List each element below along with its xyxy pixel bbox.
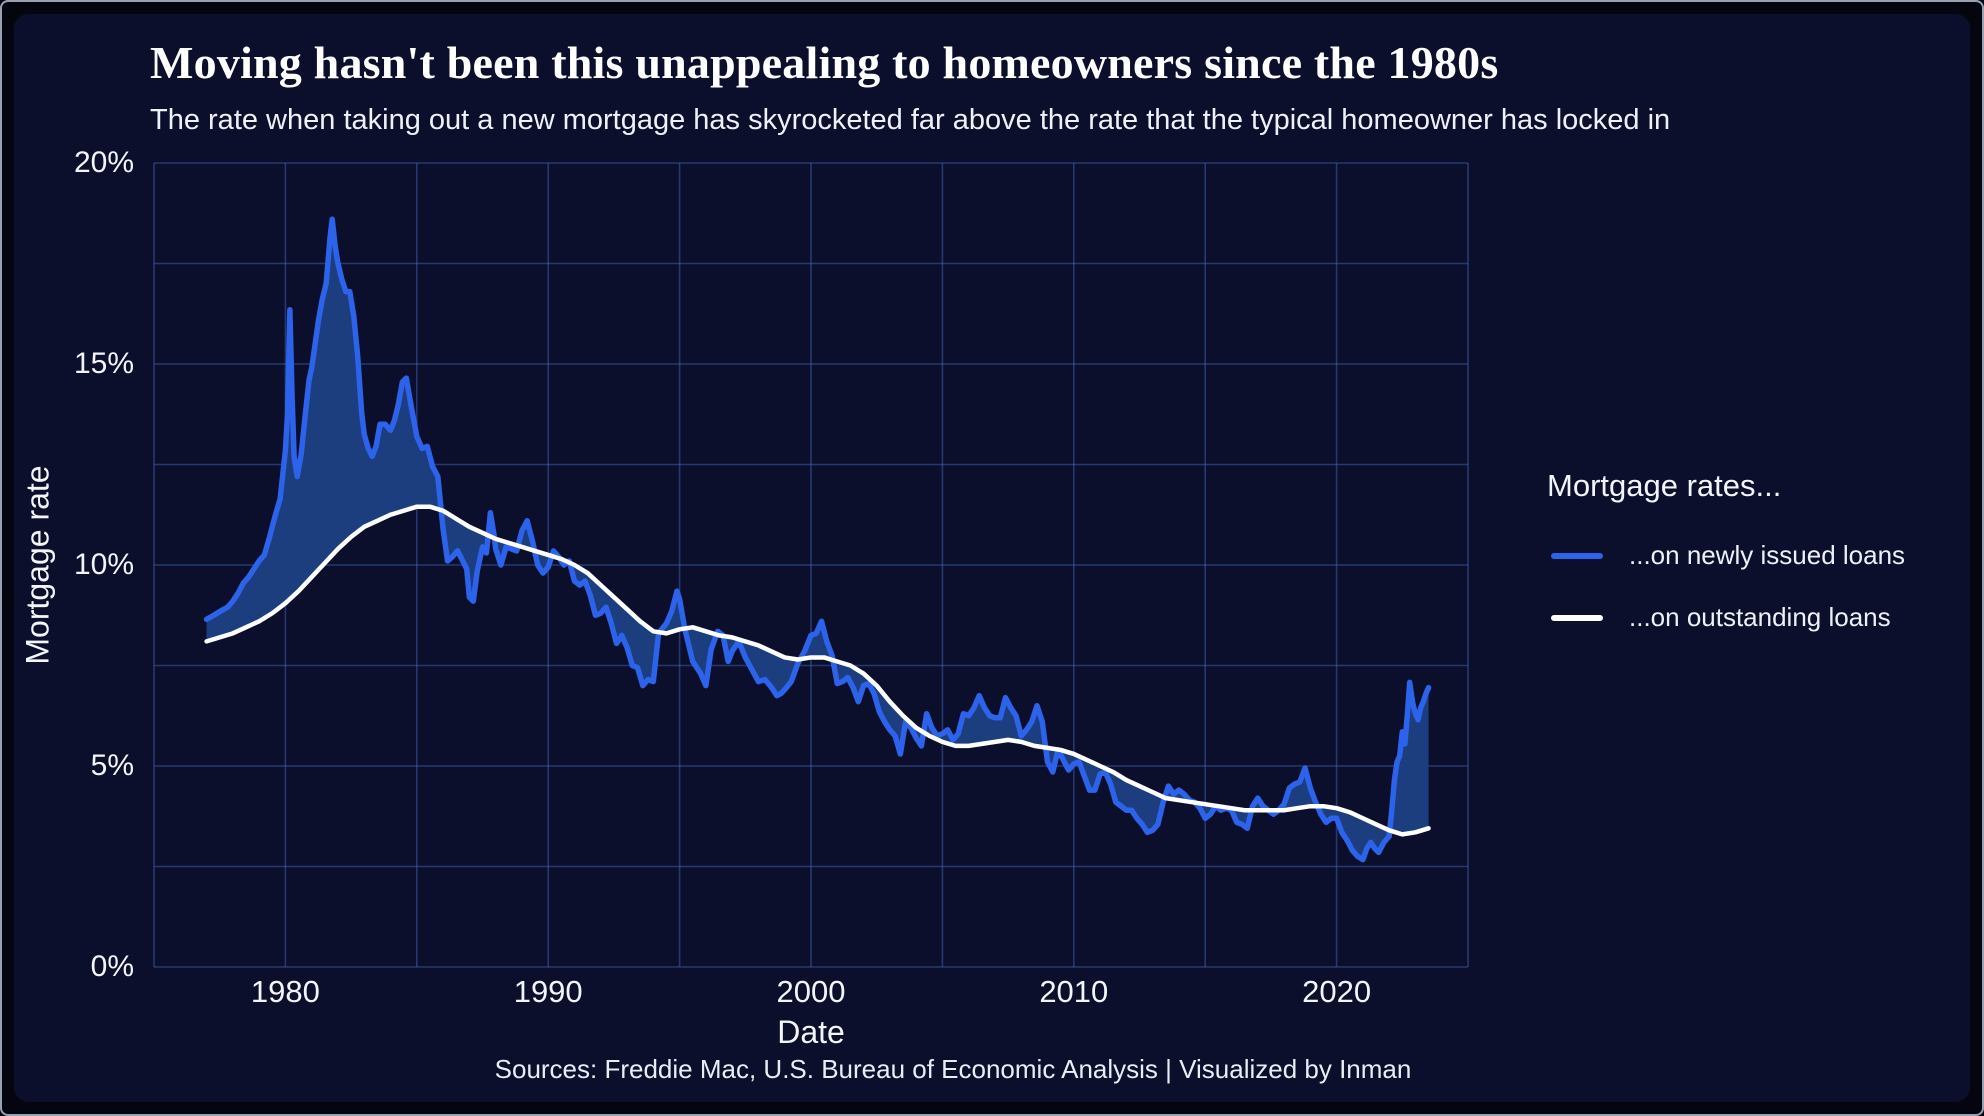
x-axis-title: Date — [777, 1014, 845, 1050]
x-tick-label: 1990 — [513, 974, 583, 1009]
chart-subtitle: The rate when taking out a new mortgage … — [150, 104, 1671, 136]
x-tick-label: 2020 — [1302, 974, 1372, 1009]
x-tick-label: 1980 — [250, 974, 320, 1009]
y-tick-label: 0% — [90, 950, 134, 983]
chart-title: Moving hasn't been this unappealing to h… — [150, 37, 1499, 88]
legend-label-outstanding-loans: ...on outstanding loans — [1629, 602, 1891, 632]
y-tick-label: 15% — [73, 347, 134, 380]
chart-background-panel — [14, 14, 1970, 1102]
legend-swatch-outstanding-loans-icon — [1551, 615, 1603, 621]
legend-title: Mortgage rates... — [1547, 468, 1782, 503]
legend-swatch-new-loans-icon — [1551, 553, 1603, 559]
x-tick-label: 2010 — [1039, 974, 1109, 1009]
y-tick-label: 5% — [90, 749, 134, 782]
legend-label-new-loans: ...on newly issued loans — [1629, 540, 1906, 570]
x-tick-label: 2000 — [776, 974, 846, 1009]
y-tick-label: 20% — [73, 146, 134, 179]
y-tick-label: 10% — [73, 548, 134, 581]
source-attribution: Sources: Freddie Mac, U.S. Bureau of Eco… — [494, 1054, 1412, 1084]
